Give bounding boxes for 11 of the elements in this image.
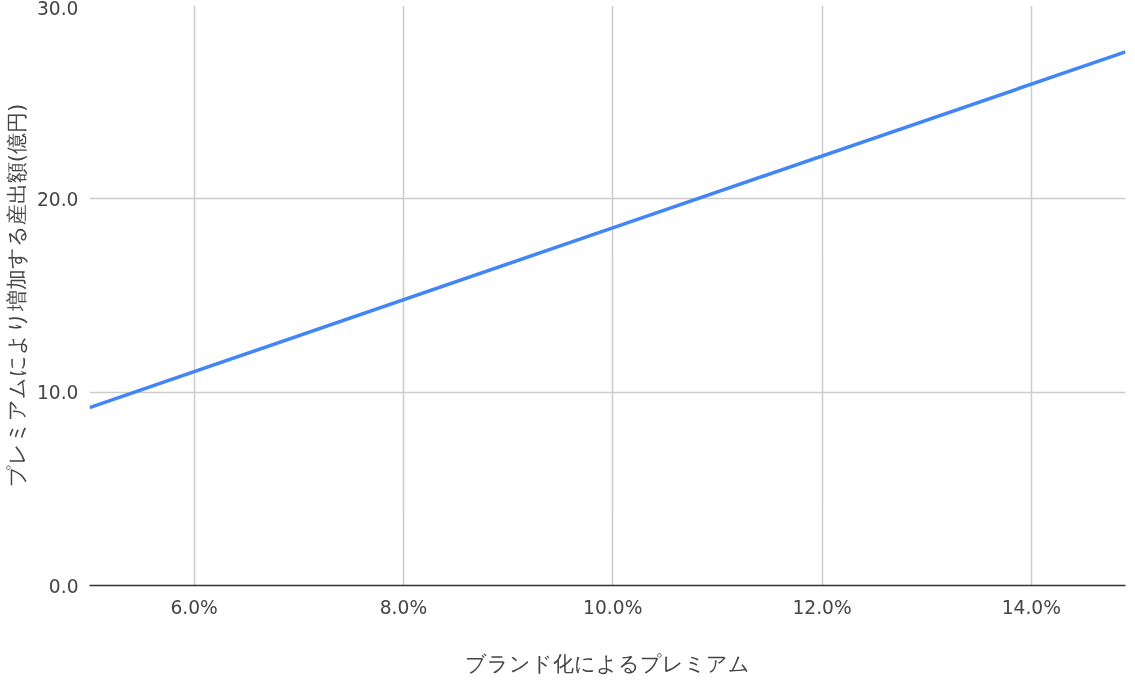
x-axis-title: ブランド化によるプレミアム — [465, 650, 750, 676]
x-tick-label: 8.0% — [379, 596, 428, 618]
y-tick-label: 10.0 — [36, 382, 79, 404]
x-tick-label: 12.0% — [792, 596, 852, 618]
y-tick-label: 0.0 — [48, 575, 79, 597]
y-axis-title: プレミアムにより増加する産出額(億円) — [3, 103, 29, 488]
x-tick-label: 10.0% — [583, 596, 643, 618]
y-tick-label: 30.0 — [36, 0, 79, 19]
y-tick-label: 20.0 — [36, 188, 79, 210]
x-tick-label: 14.0% — [1001, 596, 1061, 618]
x-tick-label: 6.0% — [170, 596, 218, 618]
